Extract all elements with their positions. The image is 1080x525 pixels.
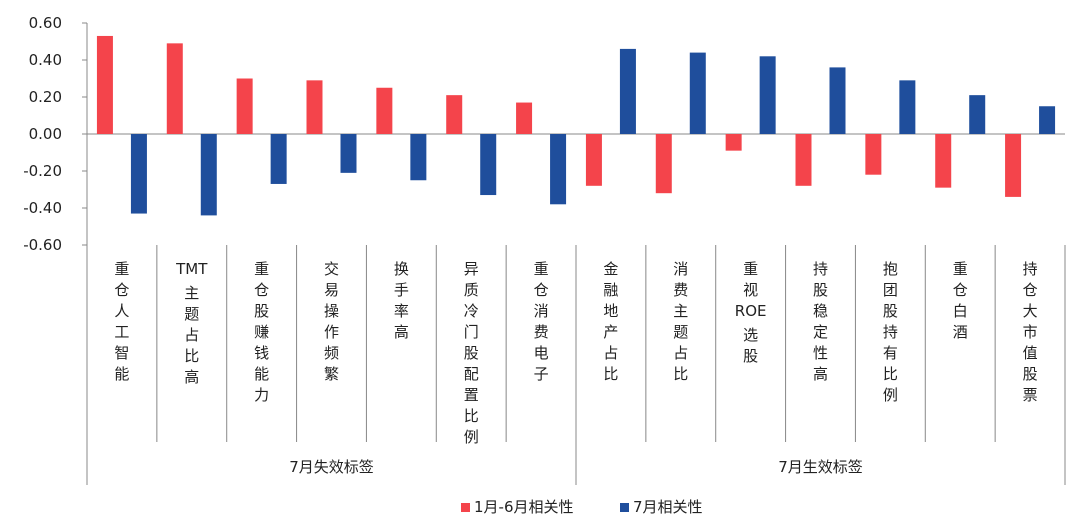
category-label: 重仓消费电子 [534,260,549,383]
bar-series-1 [96,35,113,135]
y-tick-label: -0.20 [23,162,62,180]
bar-series-2 [340,134,357,173]
bar-series-1 [166,43,183,134]
bar-series-2 [689,52,706,134]
legend-label-2: 7月相关性 [633,498,703,516]
bar-series-1 [725,134,742,151]
category-label: 消费主题占比 [673,260,688,383]
legend-label-1: 1月-6月相关性 [474,498,574,516]
bar-series-2 [130,134,147,214]
y-axis: 0.60 0.40 0.20 0.00 -0.20 -0.40 -0.60 [23,14,88,254]
bar-series-1 [935,134,952,188]
legend-swatch-1 [461,503,470,512]
bar-series-1 [655,134,672,194]
bar-series-2 [480,134,497,196]
bar-series-1 [1005,134,1022,197]
bars [87,35,1065,216]
y-tick-label: 0.20 [29,88,62,106]
bar-series-1 [585,134,602,186]
bar-series-2 [270,134,287,184]
bar-series-1 [446,95,463,134]
legend-swatch-2 [620,503,629,512]
bar-series-1 [865,134,882,175]
category-label: 持仓大市值股票 [1023,260,1038,404]
bar-series-1 [795,134,812,186]
category-label: 金融地产占比 [603,260,618,383]
category-label: 重视 ROE 选股 [735,260,767,365]
group-label: 7月失效标签 [289,458,374,476]
group-label: 7月生效标签 [778,458,863,476]
legend: 1月-6月相关性 7月相关性 [461,498,703,516]
x-axis: 重仓人工智能 TMT 主题占比高 重仓股赚钱能力 交易操作频繁 换手率高 异质冷门股配置比例… [86,245,1066,485]
bar-series-2 [759,56,776,134]
bar-series-1 [376,87,393,134]
category-label: 重仓人工智能 [114,260,129,383]
bar-series-2 [829,67,846,134]
y-tick-label: 0.60 [29,14,62,32]
bar-series-2 [619,48,636,134]
category-label: 交易操作频繁 [324,260,339,383]
bar-series-1 [516,102,533,134]
category-label: 重仓白酒 [953,260,968,341]
category-label: 抱团股持有比例 [883,260,898,404]
bar-series-1 [236,78,253,134]
bar-series-2 [969,95,986,134]
y-tick-label: 0.00 [29,125,62,143]
category-label: 换手率高 [394,260,409,341]
y-tick-label: 0.40 [29,51,62,69]
bar-series-2 [200,134,217,216]
bar-series-2 [1039,106,1056,134]
category-label: 重仓股赚钱能力 [254,260,269,404]
y-tick-label: -0.40 [23,199,62,217]
bar-series-2 [550,134,567,205]
bar-series-2 [410,134,427,181]
category-label: 异质冷门股配置比例 [464,260,479,446]
bar-series-1 [306,80,323,134]
category-label: 持股稳定性高 [813,260,828,383]
category-label: TMT 主题占比高 [175,260,208,386]
bar-series-2 [899,80,916,134]
y-tick-label: -0.60 [23,236,62,254]
